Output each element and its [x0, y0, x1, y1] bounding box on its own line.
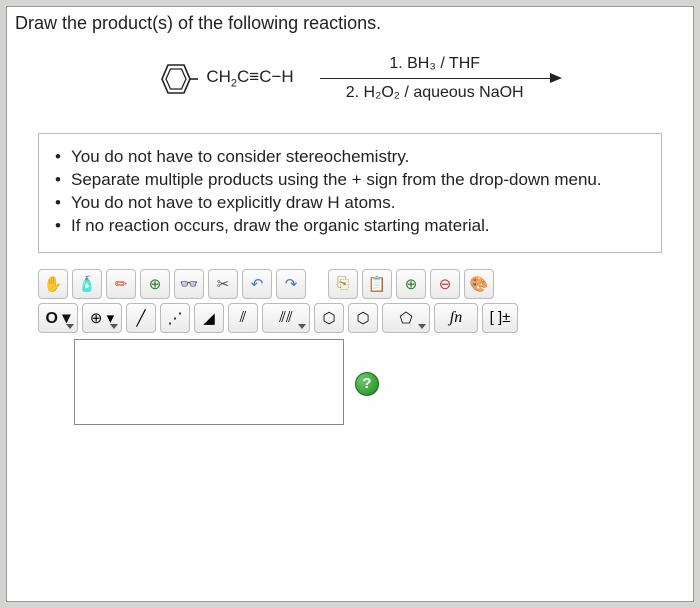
cut-tool-button[interactable]: ✂	[208, 269, 238, 299]
sn-button[interactable]: ʃn	[434, 303, 478, 333]
reagents-block: 1. BH₃ / THF 2. H₂O₂ / aqueous NaOH	[320, 52, 550, 105]
instruction-item: If no reaction occurs, draw the organic …	[53, 215, 647, 238]
reagent-1: 1. BH₃ / THF	[389, 52, 480, 76]
drawing-toolbar: ✋ 🧴 ✏ ⊕ 👓 ✂ ↶ ↷ ⎘ 📋 ⊕ ⊖ 🎨 O ▾ ⊕ ▾ ╱ ⋰ ◢ …	[38, 267, 662, 425]
hexagon1-button[interactable]: ⬡	[314, 303, 344, 333]
benzene-icon	[150, 57, 198, 101]
spray-tool-button[interactable]: 🧴	[72, 269, 102, 299]
single-bond-button[interactable]: ╱	[126, 303, 156, 333]
instructions-box: You do not have to consider stereochemis…	[38, 133, 662, 253]
tools-button[interactable]: 🎨	[464, 269, 494, 299]
ring-dropdown-button[interactable]: ⬠	[382, 303, 430, 333]
reagent-2: 2. H₂O₂ / aqueous NaOH	[346, 81, 524, 105]
double-bond-button[interactable]: ⫽	[228, 303, 258, 333]
drawing-canvas[interactable]: ?	[74, 339, 344, 425]
paste-button[interactable]: 📋	[362, 269, 392, 299]
glasses-tool-button[interactable]: 👓	[174, 269, 204, 299]
plus-dropdown-button[interactable]: ⊕ ▾	[82, 303, 122, 333]
instruction-item: You do not have to explicitly draw H ato…	[53, 192, 647, 215]
redo-button[interactable]: ↷	[276, 269, 306, 299]
reaction-scheme: CH2C≡C−H 1. BH₃ / THF 2. H₂O₂ / aqueous …	[7, 44, 693, 123]
bracket-charge-button[interactable]: [ ]±	[482, 303, 518, 333]
toolbar-row-1: ✋ 🧴 ✏ ⊕ 👓 ✂ ↶ ↷ ⎘ 📋 ⊕ ⊖ 🎨	[38, 267, 662, 301]
reaction-arrow	[320, 78, 550, 79]
copy-button[interactable]: ⎘	[328, 269, 358, 299]
instruction-item: You do not have to consider stereochemis…	[53, 146, 647, 169]
dotted-bond-button[interactable]: ⋰	[160, 303, 190, 333]
hexagon2-button[interactable]: ⬡	[348, 303, 378, 333]
atom-dropdown-button[interactable]: O ▾	[38, 303, 78, 333]
zoom-out-button[interactable]: ⊖	[430, 269, 460, 299]
wedge-bond-button[interactable]: ◢	[194, 303, 224, 333]
question-panel: Draw the product(s) of the following rea…	[6, 6, 694, 602]
pencil-tool-button[interactable]: ✏	[106, 269, 136, 299]
toolbar-row-2: O ▾ ⊕ ▾ ╱ ⋰ ◢ ⫽ ⫽⫽ ⬡ ⬡ ⬠ ʃn [ ]±	[38, 301, 662, 335]
undo-button[interactable]: ↶	[242, 269, 272, 299]
hand-tool-button[interactable]: ✋	[38, 269, 68, 299]
arrow-head-icon	[550, 73, 562, 83]
help-button[interactable]: ?	[355, 372, 379, 396]
zoom-in-button[interactable]: ⊕	[396, 269, 426, 299]
instruction-item: Separate multiple products using the + s…	[53, 169, 647, 192]
question-prompt: Draw the product(s) of the following rea…	[7, 7, 693, 44]
multi-bond-dropdown-button[interactable]: ⫽⫽	[262, 303, 310, 333]
target-tool-button[interactable]: ⊕	[140, 269, 170, 299]
substrate-formula: CH2C≡C−H	[206, 67, 293, 89]
